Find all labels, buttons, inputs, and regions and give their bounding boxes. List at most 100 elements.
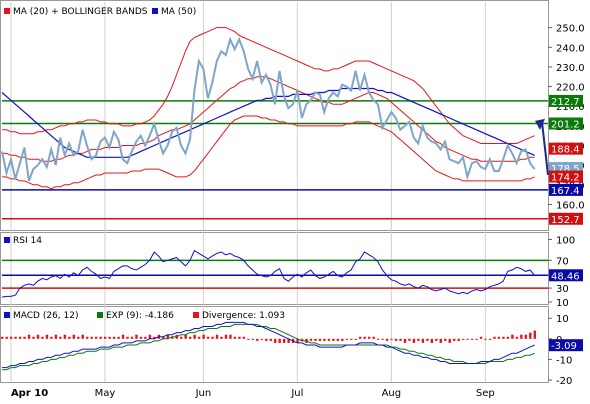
price-level-badge: 201.2 <box>551 120 580 131</box>
divergence-bar <box>403 338 407 343</box>
divergence-bar <box>1 336 4 339</box>
y-tick-label: 10 <box>556 298 569 309</box>
divergence-bar <box>126 336 129 339</box>
divergence-bar <box>367 336 371 339</box>
divergence-bar <box>247 338 250 340</box>
divergence-bar <box>224 334 228 339</box>
divergence-bar <box>108 336 111 339</box>
divergence-bar <box>506 336 510 339</box>
divergence-bar <box>27 334 31 339</box>
divergence-bar <box>242 336 246 339</box>
divergence-bar <box>327 338 331 341</box>
divergence-bar <box>488 338 492 340</box>
divergence-bar <box>265 338 268 341</box>
divergence-bar <box>238 336 241 339</box>
rsi-line <box>1 249 535 298</box>
divergence-bar <box>278 338 281 343</box>
divergence-bar <box>86 336 89 339</box>
divergence-bar <box>274 338 277 343</box>
macd-value-badge: -3.09 <box>551 341 577 352</box>
y-tick-label: 250.0 <box>556 24 585 35</box>
divergence-bar <box>99 336 102 339</box>
y-tick-label: -10 <box>556 355 572 366</box>
y-tick-label: 30 <box>556 284 569 295</box>
divergence-bar <box>229 334 232 339</box>
divergence-bar <box>457 338 460 341</box>
divergence-bar <box>300 338 304 341</box>
divergence-bar <box>63 334 67 339</box>
divergence-bar <box>372 336 375 339</box>
price-value-badge: 188.4 <box>551 145 580 156</box>
divergence-bar <box>466 338 469 340</box>
divergence-bar <box>269 338 272 341</box>
legend-ma20-label: MA (20) + BOLLINGER BANDS <box>13 7 148 17</box>
divergence-bar <box>354 338 357 340</box>
divergence-bar <box>511 334 514 339</box>
price-legend: MA (20) + BOLLINGER BANDS MA (50) <box>4 7 196 17</box>
y-tick-label: 230.0 <box>556 63 585 74</box>
divergence-bar <box>363 336 366 339</box>
y-tick-label: 100 <box>556 235 575 246</box>
x-tick-label: May <box>95 388 116 399</box>
divergence-bar <box>18 336 22 339</box>
divergence-bar <box>345 338 349 340</box>
legend-macd-label: MACD (26, 12) <box>13 311 79 321</box>
macd-value-badge-bg <box>549 339 583 352</box>
x-tick-label: Jun <box>195 388 212 399</box>
rsi-value-badge: 48.46 <box>551 271 580 282</box>
rsi-value-badge-bg <box>549 269 583 282</box>
divergence-bar <box>162 336 165 339</box>
divergence-bar <box>32 336 35 339</box>
trend-arrow-line <box>541 121 549 176</box>
divergence-bar <box>81 334 84 339</box>
divergence-bar <box>36 334 40 339</box>
divergence-bar <box>309 338 313 341</box>
x-tick-label: Aug <box>382 388 402 399</box>
y-tick-label: -20 <box>556 376 572 387</box>
macd-legend: MACD (26, 12) EXP (9): -4.186 Divergence… <box>4 311 285 321</box>
divergence-bar <box>103 336 107 339</box>
divergence-bar <box>184 334 187 339</box>
divergence-bar <box>77 336 80 339</box>
divergence-bar <box>256 338 259 341</box>
divergence-bar <box>417 338 420 341</box>
divergence-bar <box>515 336 519 339</box>
divergence-bar <box>439 338 442 343</box>
divergence-bar <box>497 336 501 339</box>
divergence-bar <box>68 336 71 339</box>
divergence-bar <box>23 336 26 339</box>
price-value-badge: 174.2 <box>551 173 580 184</box>
y-tick-label: 210.0 <box>556 102 585 113</box>
divergence-bar <box>260 338 263 340</box>
divergence-bar <box>524 334 528 339</box>
divergence-bar <box>59 336 62 339</box>
divergence-bar <box>435 338 438 341</box>
divergence-bar <box>144 336 147 339</box>
divergence-bar <box>470 338 474 340</box>
divergence-bar <box>314 338 317 341</box>
price-level-badge-bg <box>549 94 583 107</box>
divergence-bar <box>251 338 255 340</box>
price-level-badge-bg <box>549 117 583 130</box>
divergence-bar <box>215 334 219 339</box>
divergence-bar <box>359 336 362 339</box>
legend-swatch-exp <box>97 312 103 318</box>
divergence-bar <box>153 336 156 339</box>
divergence-bar <box>41 336 44 339</box>
divergence-bar <box>117 336 120 339</box>
divergence-bar <box>9 336 13 339</box>
divergence-bar <box>50 336 53 339</box>
divergence-bar <box>444 338 447 341</box>
divergence-bar <box>206 336 210 339</box>
divergence-bar <box>461 338 465 340</box>
divergence-bar <box>381 338 384 340</box>
exp-line <box>2 323 535 371</box>
divergence-bar <box>197 336 201 339</box>
price-panel-frame <box>0 0 549 231</box>
y-tick-label: 220.0 <box>556 83 585 94</box>
divergence-bar <box>323 338 326 341</box>
divergence-bar <box>430 338 434 343</box>
